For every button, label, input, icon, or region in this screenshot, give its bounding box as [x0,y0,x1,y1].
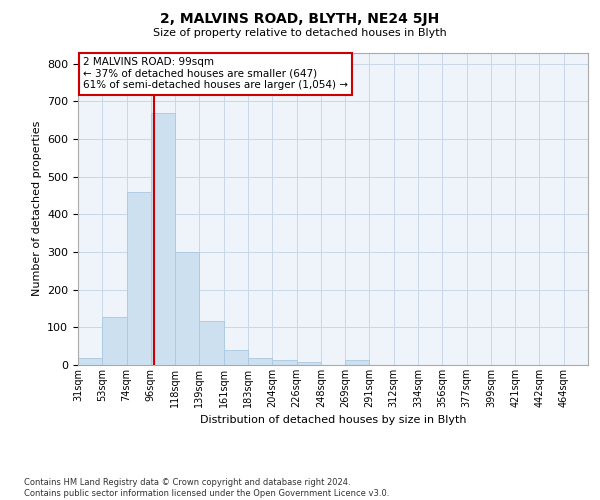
Text: Contains HM Land Registry data © Crown copyright and database right 2024.
Contai: Contains HM Land Registry data © Crown c… [24,478,389,498]
Y-axis label: Number of detached properties: Number of detached properties [32,121,41,296]
Text: 2 MALVINS ROAD: 99sqm
← 37% of detached houses are smaller (647)
61% of semi-det: 2 MALVINS ROAD: 99sqm ← 37% of detached … [83,57,348,90]
Bar [224,350,248,365]
Bar [272,360,296,365]
Bar [199,320,224,365]
Bar [248,358,272,365]
Text: 2, MALVINS ROAD, BLYTH, NE24 5JH: 2, MALVINS ROAD, BLYTH, NE24 5JH [160,12,440,26]
Bar [78,358,102,365]
Bar [151,112,175,365]
Bar [102,317,127,365]
Bar [175,252,199,365]
Bar [127,192,151,365]
Text: Size of property relative to detached houses in Blyth: Size of property relative to detached ho… [153,28,447,38]
Bar [345,360,370,365]
Bar [296,362,321,365]
X-axis label: Distribution of detached houses by size in Blyth: Distribution of detached houses by size … [200,416,466,426]
